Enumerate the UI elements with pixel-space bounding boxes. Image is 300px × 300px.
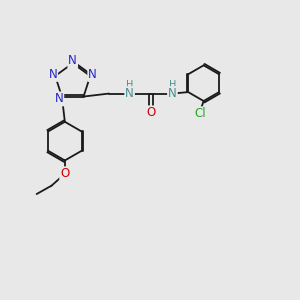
Text: N: N	[168, 87, 177, 100]
Text: N: N	[55, 92, 63, 105]
Text: N: N	[48, 68, 57, 81]
Text: N: N	[125, 87, 134, 100]
Text: N: N	[68, 54, 77, 67]
Text: H: H	[126, 80, 133, 90]
Text: O: O	[60, 167, 70, 180]
Text: H: H	[169, 80, 176, 90]
Text: Cl: Cl	[194, 107, 206, 120]
Text: O: O	[146, 106, 156, 119]
Text: N: N	[88, 68, 97, 81]
